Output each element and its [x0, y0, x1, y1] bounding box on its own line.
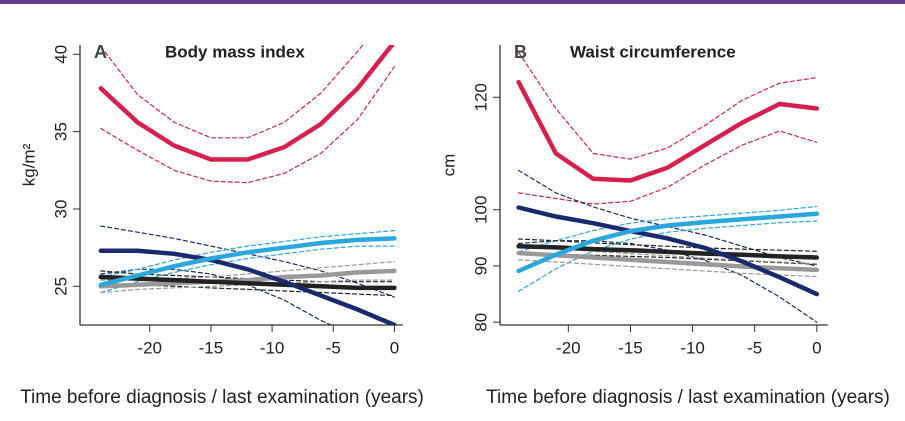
x-axis-label: Time before diagnosis / last examination…	[20, 387, 424, 408]
y-tick-label: 80	[471, 313, 490, 332]
x-tick-label: -15	[618, 338, 643, 357]
y-tick-label: 35	[51, 122, 70, 141]
y-axis-label: cm	[439, 154, 458, 177]
x-tick-label: 0	[812, 338, 821, 357]
trend-line	[516, 250, 820, 273]
trend-line	[98, 268, 397, 289]
x-tick-label: -5	[747, 338, 762, 357]
plot-lines	[98, 45, 397, 325]
plot-lines	[516, 51, 820, 323]
y-tick-label: 90	[471, 257, 490, 276]
confidence-line	[518, 238, 818, 252]
confidence-line	[518, 51, 818, 160]
trend-line	[516, 211, 820, 274]
top-rule	[0, 0, 905, 4]
confidence-line	[518, 205, 818, 253]
trend-line	[98, 45, 395, 162]
y-tick-label: 30	[51, 200, 70, 219]
confidence-line	[100, 45, 364, 139]
trend-line	[516, 79, 820, 183]
x-tick-label: 0	[390, 338, 399, 357]
y-tick-label: 40	[51, 45, 70, 64]
y-axis-label: kg/m²	[19, 143, 38, 186]
x-tick-label: -20	[137, 338, 162, 357]
x-tick-label: -5	[326, 338, 341, 357]
y-tick-label: 120	[471, 83, 490, 111]
confidence-line	[518, 259, 818, 278]
confidence-line	[100, 230, 395, 278]
panel-title: Body mass index	[165, 42, 305, 61]
x-tick-label: -20	[556, 338, 581, 357]
confidence-line	[518, 130, 818, 205]
y-tick-label: 25	[51, 277, 70, 296]
y-tick-label: 100	[471, 196, 490, 224]
x-tick-label: -15	[199, 338, 224, 357]
panel-label: B	[514, 42, 527, 62]
x-axis-label: Time before diagnosis / last examination…	[486, 387, 890, 408]
panel-title: Waist circumference	[570, 42, 736, 61]
trend-line	[98, 236, 397, 288]
x-tick-label: -10	[260, 338, 285, 357]
trend-line	[516, 205, 820, 297]
panel-label: A	[94, 42, 107, 62]
trend-line	[98, 248, 397, 325]
trend-line	[98, 274, 397, 291]
confidence-line	[100, 66, 395, 184]
x-tick-label: -10	[680, 338, 705, 357]
